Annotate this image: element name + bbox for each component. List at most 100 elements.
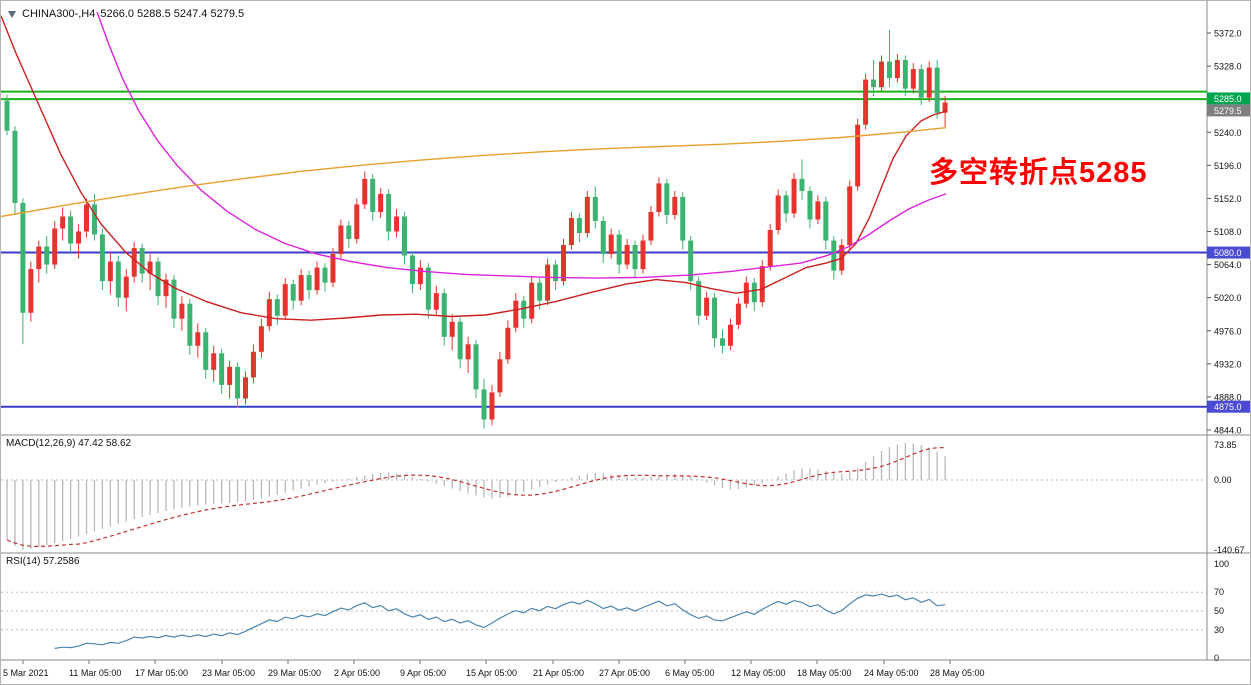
price-axis-label: 5196.0 [1214, 161, 1242, 171]
price-annotation-text[interactable]: 多空转折点5285 [929, 157, 1148, 189]
candle-body [266, 299, 272, 327]
candle-body [775, 195, 781, 230]
candle-body [12, 130, 18, 203]
rsi-axis-label: 50 [1214, 606, 1224, 616]
candle-body [36, 246, 42, 270]
price-axis-label: 4844.0 [1214, 426, 1242, 436]
macd-axis-label: -140.67 [1214, 545, 1245, 555]
candle-body [815, 201, 821, 220]
candle-body [433, 293, 439, 310]
candle-body [632, 245, 638, 270]
candle-body [20, 202, 26, 313]
candle-body [370, 178, 376, 212]
time-axis-label: 11 Mar 05:00 [69, 668, 121, 678]
candle-body [60, 216, 66, 229]
candle-body [227, 366, 233, 385]
candle-body [449, 321, 455, 337]
candle-body [751, 282, 757, 303]
candle-body [91, 204, 97, 235]
time-axis-label: 27 Apr 05:00 [599, 668, 650, 678]
price-axis-label: 5020.0 [1214, 293, 1242, 303]
candle-body [489, 392, 495, 420]
candle-body [894, 60, 900, 79]
candle-body [274, 299, 280, 316]
rsi-line [54, 593, 946, 649]
candle-body [497, 359, 503, 393]
candle-body [561, 245, 566, 282]
candle-body [553, 264, 559, 282]
candle-body [537, 282, 543, 301]
time-axis-label: 17 Mar 05:00 [135, 668, 188, 678]
candle-body [696, 281, 702, 316]
rsi-axis-label: 0 [1214, 653, 1219, 663]
candle-body [624, 245, 630, 265]
candle-body [219, 353, 225, 385]
time-axis-label: 6 May 05:00 [665, 668, 715, 678]
price-axis-label: 5372.0 [1214, 29, 1242, 39]
candle-body [362, 178, 368, 205]
candle-body [211, 353, 217, 370]
candle-body [918, 69, 924, 98]
rsi-value: 57.2586 [43, 556, 80, 567]
macd-values: 47.42 58.62 [78, 438, 132, 449]
candle-body [179, 303, 185, 319]
candle-body [187, 303, 193, 346]
chart-title: CHINA300-,H4 5266.0 5288.5 5247.4 5279.5 [8, 8, 244, 20]
candle-body [863, 79, 869, 125]
chart-symbol-icon [8, 10, 16, 18]
candle-body [28, 269, 34, 313]
candle-body [473, 344, 479, 390]
candle-body [807, 190, 813, 220]
candle-body [243, 377, 248, 399]
candle-body [52, 228, 58, 265]
price-axis-label: 4888.0 [1214, 392, 1242, 402]
rsi-name: RSI(14) [6, 556, 41, 567]
candle-body [608, 234, 614, 255]
candle-body [306, 275, 312, 291]
price-axis-label: 4932.0 [1214, 359, 1242, 369]
time-axis-label: 2 Apr 05:00 [334, 668, 380, 678]
candle-body [203, 332, 209, 370]
candle-body [735, 303, 741, 325]
candle-body [322, 267, 328, 283]
rsi-axis-label: 100 [1214, 559, 1229, 569]
candle-body [910, 69, 916, 89]
candle-body [441, 293, 447, 337]
price-badge-label: 5279.5 [1214, 106, 1242, 116]
candle-body [282, 284, 288, 316]
candle-body [879, 61, 884, 88]
ma-mid-magenta [96, 11, 947, 279]
candle-body [783, 195, 789, 214]
candle-body [465, 344, 471, 360]
price-badge [1207, 104, 1250, 117]
candle-body [481, 389, 487, 420]
candle-body [791, 178, 797, 214]
candle-body [584, 196, 590, 234]
candle-body [823, 201, 829, 241]
candle-body [338, 225, 344, 255]
ma-slow-orange [1, 127, 947, 218]
macd-axis-label: 73.85 [1214, 440, 1237, 450]
candle-body [855, 124, 861, 187]
price-axis-label: 5064.0 [1214, 260, 1242, 270]
candle-body [163, 279, 169, 297]
rsi-axis-label: 70 [1214, 587, 1224, 597]
candle-body [330, 254, 336, 283]
candle-body [799, 178, 805, 191]
time-axis-label: 28 May 05:00 [930, 668, 985, 678]
candle-body [616, 234, 622, 265]
candle-body [4, 100, 10, 131]
candle-body [147, 261, 153, 274]
candle-body [648, 211, 654, 241]
candle-body [902, 60, 908, 89]
candle-body [942, 102, 948, 113]
candle-body [107, 261, 113, 282]
candle-body [759, 266, 765, 303]
candle-body [76, 231, 82, 244]
price-badge-label: 5080.0 [1214, 248, 1242, 258]
candle-body [926, 67, 932, 98]
candle-body [934, 67, 940, 113]
candle-body [354, 204, 360, 240]
price-badge-label: 5285.0 [1214, 94, 1242, 104]
